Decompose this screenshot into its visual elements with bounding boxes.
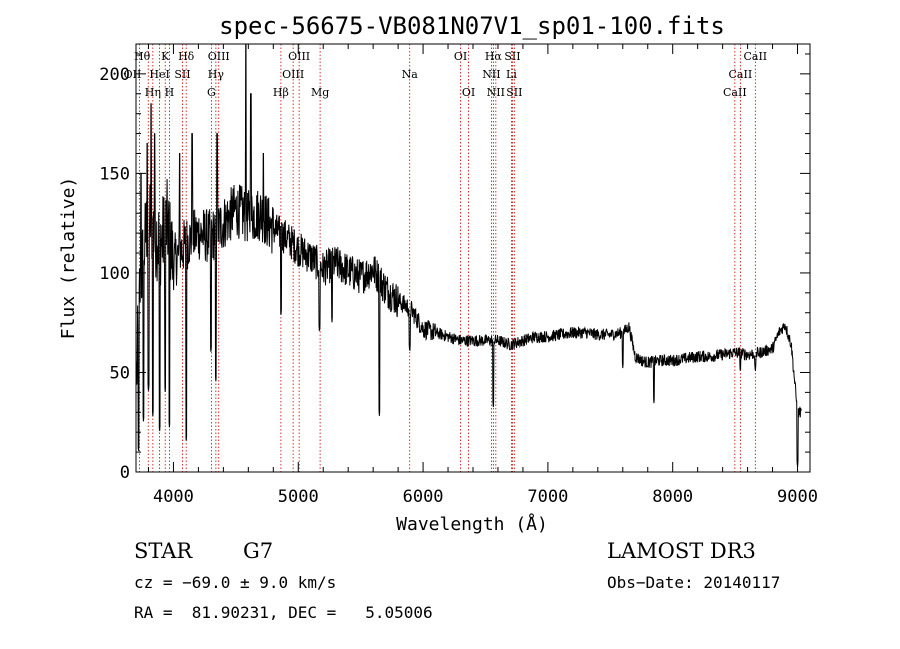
line-label-8: CaII (743, 50, 767, 63)
object-class: STAR (134, 539, 193, 563)
line-label-10: HeI (149, 68, 169, 81)
line-label-6: Hα (485, 50, 503, 63)
line-label-21: Hβ (273, 86, 289, 99)
spectrum-line (136, 43, 802, 467)
line-label-18: Hη (145, 86, 161, 99)
line-label-11: SII (174, 68, 190, 81)
line-label-25: SII (506, 86, 522, 99)
coordinates: RA = 81.90231, DEC = 5.05006 (134, 603, 433, 622)
y-tick-label-1: 50 (110, 363, 130, 383)
line-label-24: NII (487, 86, 505, 99)
line-label-5: OI (454, 50, 467, 63)
y-tick-label-3: 150 (99, 164, 130, 184)
line-label-15: NII (482, 68, 500, 81)
line-label-22: Mg (311, 86, 329, 99)
line-label-12: Hγ (208, 68, 225, 81)
line-label-17: CaII (729, 68, 753, 81)
x-tick-label-5: 9000 (777, 487, 818, 507)
y-axis-ticks: 0 50 100 150 200 (99, 53, 810, 483)
x-axis-label: Wavelength (Å) (396, 513, 548, 535)
survey-name: LAMOST DR3 (607, 539, 756, 563)
y-tick-label-2: 100 (99, 264, 130, 284)
line-label-26: CaII (723, 86, 747, 99)
observation-date: Obs−Date: 20140117 (607, 573, 781, 592)
spectral-line-markers (138, 44, 756, 472)
line-label-9: OII (124, 68, 142, 81)
line-label-13: OIII (282, 68, 304, 81)
line-label-19: H (165, 86, 175, 99)
line-label-14: Na (402, 68, 419, 81)
line-label-16: Li (506, 68, 517, 81)
line-label-1: K (161, 50, 170, 63)
x-tick-label-4: 8000 (652, 487, 693, 507)
plot-frame (135, 43, 811, 473)
x-axis-ticks: 4000 5000 6000 7000 8000 9000 (147, 44, 818, 507)
line-label-23: OI (462, 86, 475, 99)
object-subclass: G7 (243, 539, 274, 563)
y-tick-label-4: 200 (99, 65, 130, 85)
x-tick-label-0: 4000 (153, 487, 194, 507)
line-label-7: SII (504, 50, 520, 63)
y-axis-label: Flux (relative) (58, 177, 79, 340)
x-tick-label-2: 6000 (403, 487, 444, 507)
y-tick-label-0: 0 (120, 463, 130, 483)
redshift-velocity: cz = −69.0 ± 9.0 km/s (134, 573, 337, 592)
line-label-2: Hδ (178, 50, 195, 63)
x-tick-label-1: 5000 (278, 487, 319, 507)
line-label-0: Hθ (134, 50, 151, 63)
line-label-4: OIII (288, 50, 310, 63)
x-tick-label-3: 7000 (527, 487, 568, 507)
line-label-3: OIII (208, 50, 230, 63)
line-label-20: G (207, 86, 216, 99)
chart-title: spec-56675-VB081N07V1_sp01-100.fits (219, 12, 725, 40)
